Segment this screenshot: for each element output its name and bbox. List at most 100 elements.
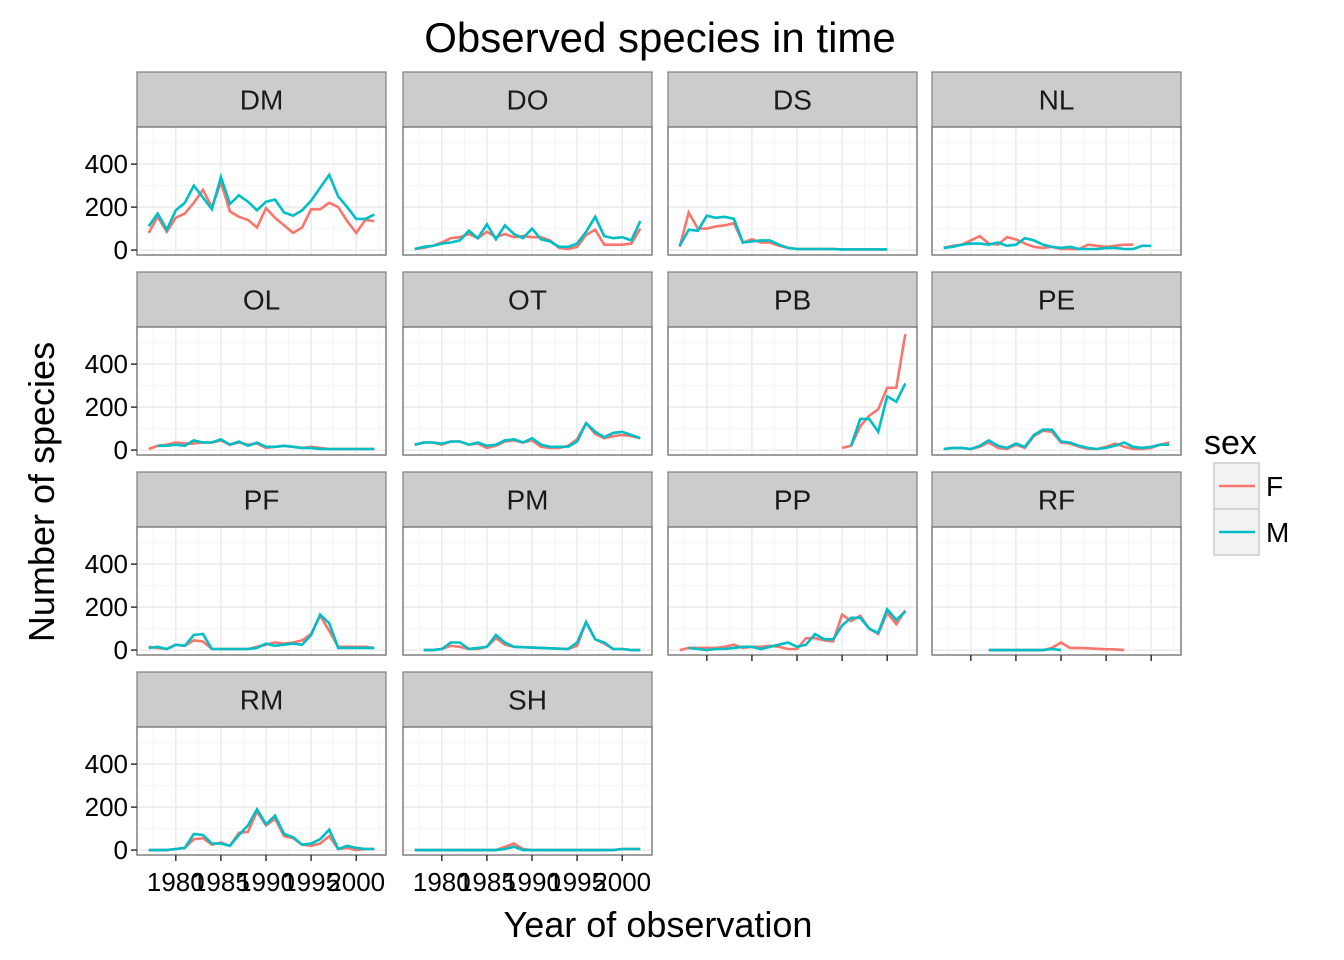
series-line-m bbox=[678, 214, 888, 251]
panel-border bbox=[402, 526, 653, 656]
panel-border bbox=[136, 526, 387, 656]
panel-background bbox=[137, 527, 386, 655]
panel-grid bbox=[403, 327, 652, 455]
panel-grid bbox=[137, 527, 386, 655]
facet-strip-label: OL bbox=[243, 285, 280, 316]
legend-label: F bbox=[1266, 471, 1283, 502]
y-tick-label: 0 bbox=[114, 235, 128, 265]
facet-strip bbox=[667, 71, 918, 128]
x-tick-label: 1990 bbox=[237, 867, 295, 897]
panel-grid bbox=[403, 527, 652, 655]
facet-panel-pf: PF 0 200 400 bbox=[85, 471, 387, 665]
series-line-m bbox=[147, 172, 375, 233]
facet-strip-label: RM bbox=[240, 685, 284, 716]
facet-strip bbox=[931, 271, 1182, 328]
y-tick-label: 200 bbox=[85, 792, 128, 822]
facet-panel-pe: PE bbox=[931, 271, 1182, 456]
y-tick-label: 400 bbox=[85, 749, 128, 779]
facet-strip-label: DM bbox=[240, 85, 284, 116]
panel-border bbox=[136, 126, 387, 256]
facet-panel-dm: DM 0 200 400 bbox=[85, 71, 387, 265]
facet-strip bbox=[402, 471, 653, 528]
panel-grid bbox=[403, 127, 652, 255]
series-line-m bbox=[414, 421, 641, 449]
x-axis-title: Year of observation bbox=[504, 904, 813, 945]
panel-border bbox=[667, 326, 918, 456]
series-line-m bbox=[943, 236, 1152, 251]
facet-strip bbox=[402, 71, 653, 128]
facet-strip bbox=[931, 471, 1182, 528]
panel-border bbox=[402, 326, 653, 456]
panel-background bbox=[403, 727, 652, 855]
facet-strip-label: DO bbox=[507, 85, 549, 116]
legend-label: M bbox=[1266, 517, 1289, 548]
panel-grid bbox=[137, 127, 386, 255]
facet-panel-do: DO bbox=[402, 71, 653, 256]
facet-strip bbox=[136, 71, 387, 128]
series-line-m bbox=[943, 428, 1170, 451]
y-tick-label: 400 bbox=[85, 149, 128, 179]
x-tick-label: 1985 bbox=[458, 867, 516, 897]
facet-panel-pp: PP bbox=[667, 471, 918, 661]
y-tick-label: 0 bbox=[114, 835, 128, 865]
panel-background bbox=[137, 127, 386, 255]
y-tick-label: 200 bbox=[85, 192, 128, 222]
x-tick-label: 1985 bbox=[192, 867, 250, 897]
facet-strip-label: DS bbox=[773, 85, 812, 116]
series-line-m bbox=[148, 806, 375, 852]
facet-strip bbox=[136, 471, 387, 528]
facet-strip-label: OT bbox=[508, 285, 547, 316]
panel-border bbox=[136, 726, 387, 856]
facet-panel-ds: DS bbox=[667, 71, 918, 256]
x-tick-label: 1980 bbox=[413, 867, 471, 897]
facet-strip-label: PM bbox=[507, 485, 549, 516]
facet-strip-label: RF bbox=[1038, 485, 1075, 516]
series-line-m bbox=[849, 382, 907, 447]
panel-border bbox=[667, 526, 918, 656]
panel-border bbox=[931, 526, 1182, 656]
facet-strip-label: NL bbox=[1039, 85, 1075, 116]
panel-border bbox=[931, 326, 1182, 456]
facet-strip bbox=[402, 671, 653, 728]
facet-strip bbox=[402, 271, 653, 328]
y-tick-label: 400 bbox=[85, 349, 128, 379]
x-tick-label: 1980 bbox=[147, 867, 205, 897]
facet-panel-pb: PB bbox=[667, 271, 918, 456]
legend: sex FM bbox=[1204, 424, 1289, 556]
legend-entry-m: M bbox=[1213, 508, 1289, 556]
chart-title: Observed species in time bbox=[424, 14, 896, 61]
facet-strip bbox=[667, 271, 918, 328]
series-line-m bbox=[423, 619, 641, 652]
panel-grid bbox=[137, 727, 386, 855]
y-tick-label: 0 bbox=[114, 435, 128, 465]
series-line-f bbox=[414, 227, 642, 251]
series-line-m bbox=[414, 214, 642, 251]
y-tick-label: 0 bbox=[114, 635, 128, 665]
series-line-m bbox=[988, 647, 1062, 652]
y-tick-label: 400 bbox=[85, 549, 128, 579]
facet-strip-label: PP bbox=[774, 485, 811, 516]
panel-border bbox=[402, 126, 653, 256]
facet-panel-ol: OL 0 200 400 bbox=[85, 271, 387, 465]
x-tick-label: 1990 bbox=[503, 867, 561, 897]
panel-grid bbox=[137, 327, 386, 455]
panel-grid bbox=[932, 327, 1181, 455]
panel-background bbox=[668, 127, 917, 255]
panel-background bbox=[403, 527, 652, 655]
y-tick-label: 200 bbox=[85, 392, 128, 422]
x-tick-label: 2000 bbox=[327, 867, 385, 897]
facet-strip-label: PB bbox=[774, 285, 811, 316]
facet-panel-ot: OT bbox=[402, 271, 653, 456]
panel-border bbox=[931, 126, 1182, 256]
x-tick-label: 2000 bbox=[593, 867, 651, 897]
panel-background bbox=[932, 127, 1181, 255]
y-tick-label: 200 bbox=[85, 592, 128, 622]
panel-grid bbox=[668, 527, 917, 655]
x-tick-label: 1995 bbox=[548, 867, 606, 897]
panel-border bbox=[667, 126, 918, 256]
panel-background bbox=[137, 327, 386, 455]
panel-border bbox=[402, 726, 653, 856]
